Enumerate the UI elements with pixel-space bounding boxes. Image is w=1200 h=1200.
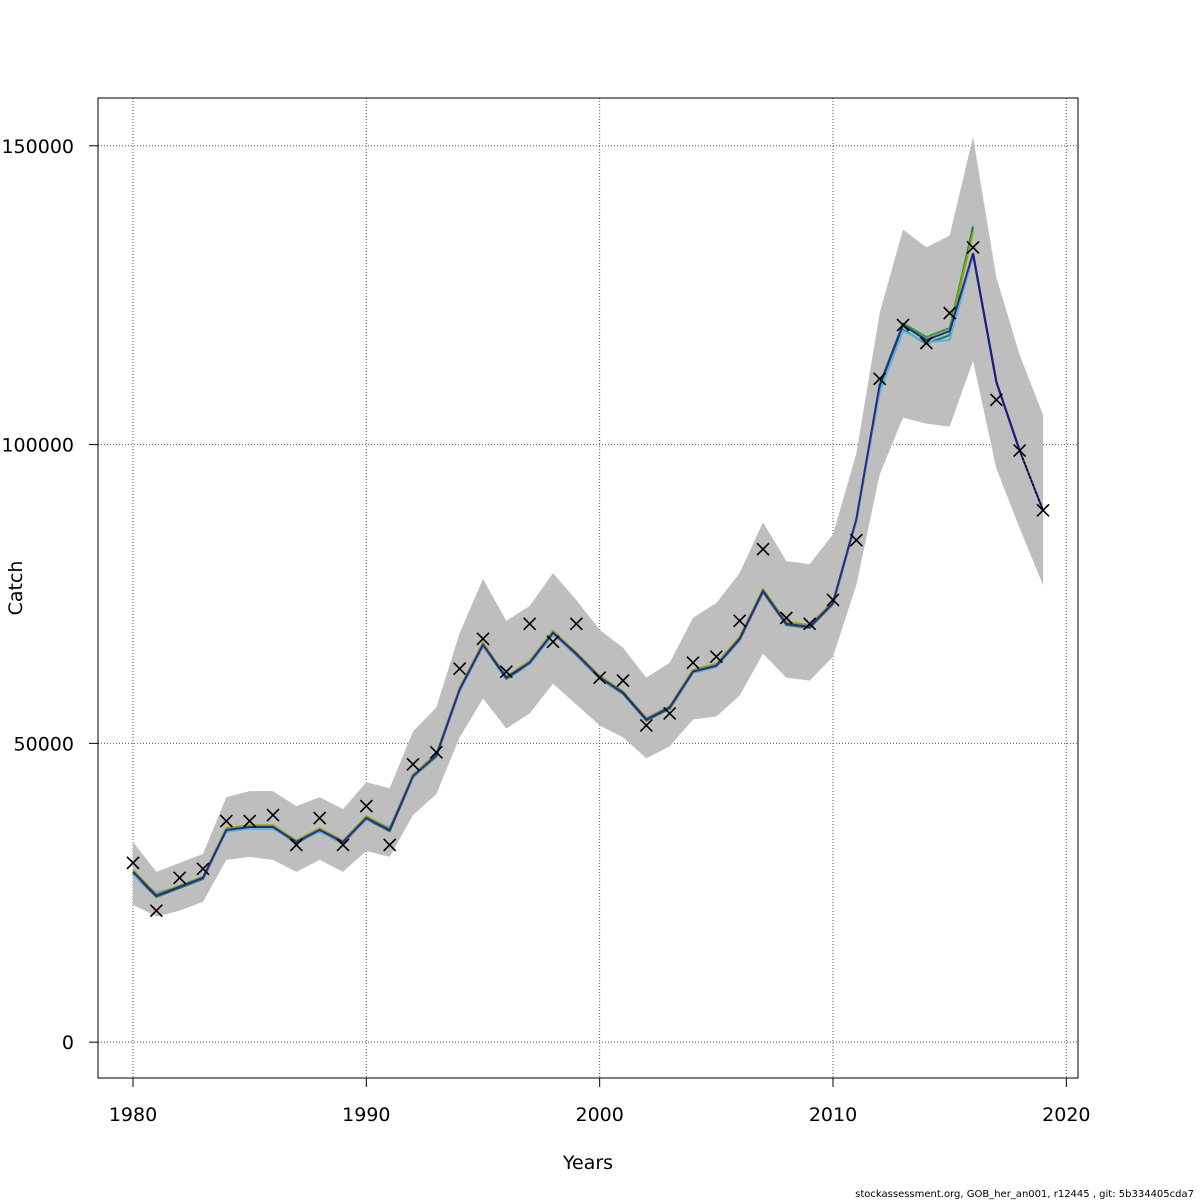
observed-point — [826, 593, 840, 607]
y-tick-label: 0 — [62, 1032, 74, 1054]
y-axis-title: Catch — [5, 561, 27, 616]
observed-point — [406, 757, 420, 771]
model-run-lines — [132, 226, 1044, 899]
observed-point — [686, 656, 700, 670]
observed-point — [383, 838, 397, 852]
observed-point — [219, 814, 233, 828]
observed-point — [313, 811, 327, 825]
observed-point — [243, 814, 257, 828]
observed-point — [499, 665, 513, 679]
footer-credit: stockassessment.org, GOB_her_an001, r124… — [855, 1189, 1194, 1200]
x-tick-label: 2010 — [809, 1104, 857, 1126]
observed-point — [663, 706, 677, 721]
observed-point — [709, 650, 723, 664]
observed-point — [546, 635, 560, 649]
observed-point — [919, 336, 933, 350]
x-axis-title: Years — [562, 1152, 613, 1174]
forecast-tail-line — [1018, 450, 1044, 511]
observed-point — [989, 393, 1003, 407]
observed-catch-points — [126, 240, 1050, 918]
y-tick-label: 150000 — [1, 136, 74, 158]
observed-point — [1036, 503, 1050, 517]
observed-point — [476, 632, 490, 646]
observed-point — [359, 799, 373, 813]
plot-frame — [97, 97, 1079, 1079]
observed-point — [523, 617, 537, 631]
x-tick-label: 1990 — [342, 1104, 390, 1126]
observed-point — [943, 306, 957, 320]
observed-point — [336, 838, 350, 852]
forecast-line — [971, 253, 1021, 451]
x-tick-label: 1980 — [109, 1104, 157, 1126]
observed-point — [593, 671, 607, 685]
y-tick-label: 50000 — [14, 733, 74, 755]
observed-point — [873, 372, 887, 386]
y-tick-label: 100000 — [1, 435, 74, 457]
observed-point — [803, 617, 817, 631]
observed-point — [733, 614, 747, 628]
observed-point — [126, 856, 140, 870]
observed-point — [196, 862, 210, 876]
x-axis: 1980 1990 2000 2010 2020 — [109, 1078, 1091, 1126]
observed-point — [966, 240, 980, 254]
observed-point — [1013, 443, 1027, 458]
observed-point — [429, 745, 443, 759]
observed-point — [639, 718, 653, 733]
model-run-line — [132, 253, 1044, 897]
observed-point — [779, 611, 793, 625]
observed-point — [849, 533, 863, 547]
observed-point — [616, 674, 630, 688]
confidence-band — [133, 136, 1043, 917]
observed-point — [896, 318, 910, 332]
observed-point — [569, 617, 583, 631]
y-axis: 0 50000 100000 150000 — [1, 136, 98, 1054]
observed-point — [453, 662, 467, 676]
observed-point — [289, 838, 303, 852]
observed-point — [149, 904, 163, 918]
x-tick-label: 2000 — [575, 1104, 623, 1126]
x-tick-label: 2020 — [1042, 1104, 1090, 1126]
observed-point — [173, 871, 187, 885]
observed-point — [266, 808, 280, 822]
observed-point — [756, 542, 770, 556]
